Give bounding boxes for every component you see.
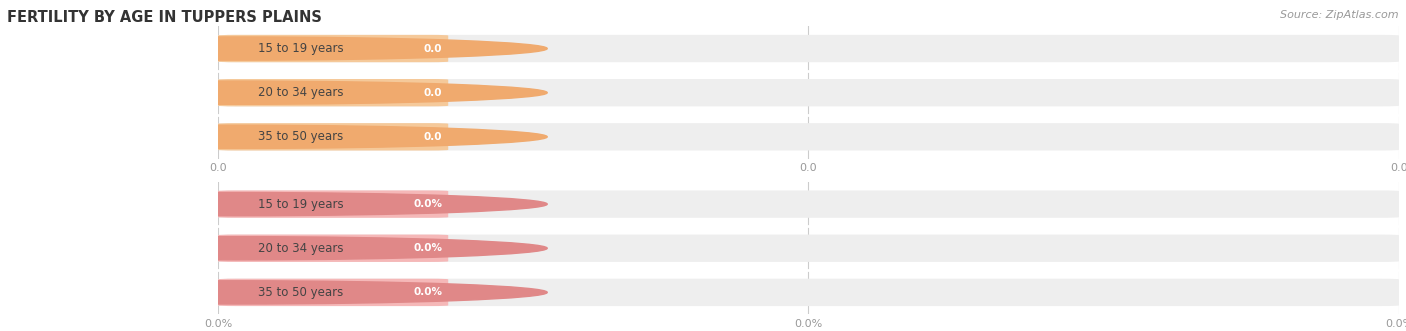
Text: Source: ZipAtlas.com: Source: ZipAtlas.com (1281, 10, 1399, 20)
FancyBboxPatch shape (218, 190, 1399, 218)
FancyBboxPatch shape (218, 79, 449, 106)
FancyBboxPatch shape (218, 235, 1399, 262)
FancyBboxPatch shape (218, 123, 449, 151)
Circle shape (0, 193, 547, 216)
Circle shape (0, 237, 547, 260)
Text: 0.0%: 0.0% (413, 287, 443, 297)
Circle shape (0, 281, 547, 304)
Text: 35 to 50 years: 35 to 50 years (259, 286, 343, 299)
Text: 0.0%: 0.0% (413, 243, 443, 253)
Text: FERTILITY BY AGE IN TUPPERS PLAINS: FERTILITY BY AGE IN TUPPERS PLAINS (7, 10, 322, 25)
Text: 0.0: 0.0 (423, 44, 443, 54)
FancyBboxPatch shape (218, 279, 449, 306)
Text: 35 to 50 years: 35 to 50 years (259, 130, 343, 143)
Text: 15 to 19 years: 15 to 19 years (259, 42, 343, 55)
Text: 0.0: 0.0 (423, 88, 443, 98)
Text: 0.0: 0.0 (423, 132, 443, 142)
Text: 20 to 34 years: 20 to 34 years (259, 242, 343, 255)
FancyBboxPatch shape (218, 79, 1399, 106)
FancyBboxPatch shape (218, 235, 449, 262)
Text: 20 to 34 years: 20 to 34 years (259, 86, 343, 99)
FancyBboxPatch shape (218, 35, 449, 62)
Text: 15 to 19 years: 15 to 19 years (259, 198, 343, 211)
Circle shape (0, 125, 547, 148)
Circle shape (0, 37, 547, 60)
FancyBboxPatch shape (218, 279, 1399, 306)
FancyBboxPatch shape (218, 35, 1399, 62)
FancyBboxPatch shape (218, 190, 449, 218)
Circle shape (0, 81, 547, 104)
Text: 0.0%: 0.0% (413, 199, 443, 209)
FancyBboxPatch shape (218, 123, 1399, 151)
